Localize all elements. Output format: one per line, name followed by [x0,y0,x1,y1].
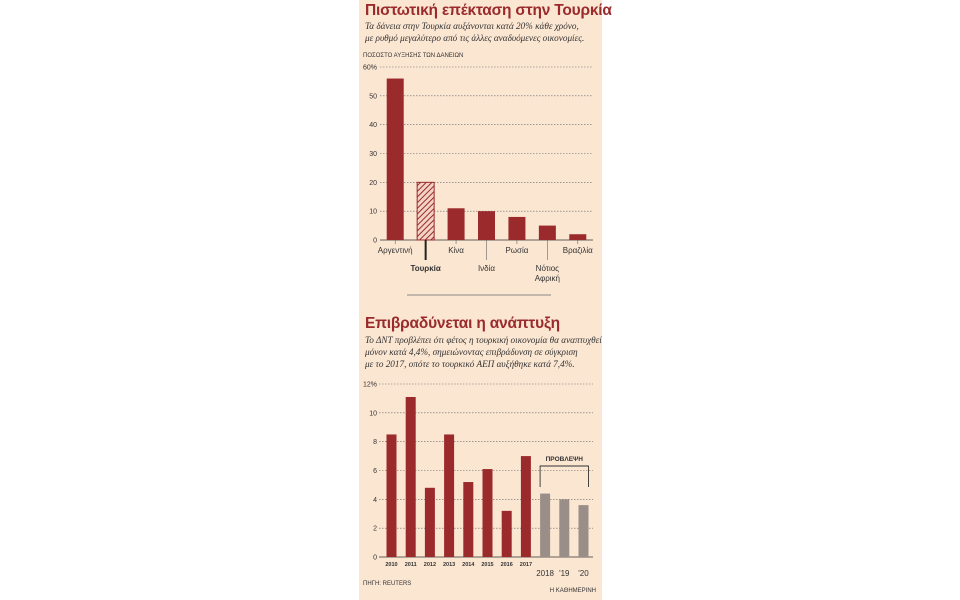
y-tick-label: 4 [373,497,377,504]
bar [482,469,493,557]
x-tick-label: 2015 [481,562,493,568]
y-tick-label: 0 [373,555,377,562]
bar [447,208,465,240]
y-tick-label: 6 [373,468,377,475]
bar [508,216,526,240]
x-tick-label: 2011 [405,562,417,568]
category-label: Ρωσία [505,246,528,255]
y-tick-label: 12% [363,382,377,389]
bar [501,510,512,557]
bar [424,487,435,557]
bar [478,211,495,240]
bar [578,505,589,557]
bar [520,456,531,557]
chart2-subtitle: Το ΔΝΤ προβλέπει ότι φέτος η τουρκική οι… [365,334,602,370]
bar [386,434,397,557]
x-tick-label: 2012 [424,562,436,568]
bar [559,499,570,557]
y-tick-label: 40 [369,122,377,129]
bar [386,78,404,241]
chart1-plot: 0 10 20 30 40 50 60% Αργεντινή Τουρκία Κίνα Ινδία Ρ… [363,65,593,296]
credit-note: Η ΚΑΘΗΜΕΡΙΝΗ [549,588,596,594]
y-tick-label: 0 [373,238,377,245]
chart2-subtitle-line: μόνον κατά 4,4%, σημειώνοντας επιβράδυνσ… [365,347,578,357]
source-note: ΠΗΓΗ: REUTERS [363,581,412,587]
bar [463,482,474,557]
y-tick-label: 20 [369,180,377,187]
x-tick-label: 2016 [501,562,513,568]
category-label: Τουρκία [410,264,440,273]
chart1-subtitle-line: Τα δάνεια στην Τουρκία αυξάνονται κατά 2… [365,21,579,31]
x-tick-label: 2014 [462,562,475,568]
y-tick-label: 10 [369,209,377,216]
chart2-plot: 0 2 4 6 8 10 12% 2010 2011 2012 2013 2014 2015 2016 20… [363,382,593,578]
x-tick-label: 2017 [520,562,532,568]
y-tick-label: 2 [373,526,377,533]
category-label: Αργεντινή [378,246,413,255]
category-label: Νότιος Αφρική [535,264,560,283]
category-label: Βραζιλία [563,246,593,255]
x-tick-label: 2013 [443,562,455,568]
x-tick-label: 2018 [536,569,554,578]
category-label: Κίνα [448,246,464,255]
chart2-subtitle-line: με το 2017, οπότε το τουρκικό ΑΕΠ αυξήθη… [365,359,575,369]
chart2-subtitle-line: Το ΔΝΤ προβλέπει ότι φέτος η τουρκική οι… [365,335,602,345]
y-tick-label: 60% [363,65,377,72]
chart2-title: Επιβραδύνεται η ανάπτυξη [365,315,560,332]
bar [444,434,455,557]
bar [569,234,587,240]
y-tick-label: 10 [369,410,377,417]
chart1-title: Πιστωτική επέκταση στην Τουρκία [365,2,612,19]
chart1-subtitle: Τα δάνεια στην Τουρκία αυξάνονται κατά 2… [365,20,601,44]
category-label: Ινδία [478,264,495,273]
x-tick-label: 2010 [385,562,397,568]
bar [540,493,551,557]
x-tick-label: '20 [578,569,589,578]
bar [538,225,556,240]
bar [405,396,416,557]
forecast-bracket [539,465,589,487]
x-tick-label: '19 [559,569,570,578]
y-tick-label: 50 [369,93,377,100]
y-tick-label: 30 [369,151,377,158]
chart1-ylabel: ΠΟΣΟΣΤΟ ΑΥΞΗΣΗΣ ΤΩΝ ΔΑΝΕΙΩΝ [363,53,464,59]
infographic-panel: Πιστωτική επέκταση στην Τουρκία Τα δάνει… [359,0,612,600]
chart1-subtitle-line: με ρυθμό μεγαλύτερο από τις άλλες αναδυό… [365,33,585,43]
forecast-label: ΠΡΟΒΛΕΨΗ [546,456,584,463]
y-tick-label: 8 [373,439,377,446]
